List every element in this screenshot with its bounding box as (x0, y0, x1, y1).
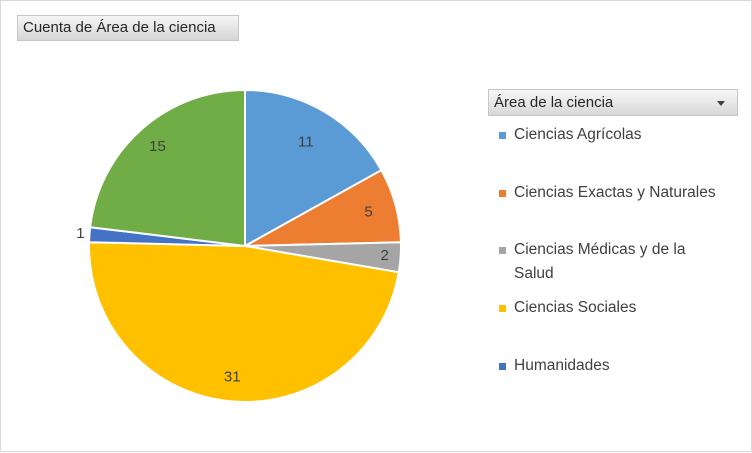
chevron-down-icon[interactable] (717, 101, 725, 106)
pie-slices (88, 88, 402, 403)
legend-label: Ciencias Agrícolas (514, 126, 642, 143)
legend-label: Humanidades (514, 357, 610, 374)
data-label: 2 (380, 247, 388, 264)
pie-slice[interactable] (89, 88, 246, 248)
legend-label: Ciencias Sociales (514, 299, 637, 316)
data-label: 31 (224, 368, 241, 385)
legend-item-medicas: Ciencias Médicas y de la Salud (499, 238, 729, 286)
legend-swatch (499, 305, 506, 312)
legend-item-sociales: Ciencias Sociales (499, 296, 739, 320)
legend-swatch (499, 247, 506, 254)
data-label: 15 (149, 138, 166, 155)
legend-swatch (499, 190, 506, 197)
legend-swatch (499, 363, 506, 370)
legend-field-filter[interactable]: Área de la ciencia (488, 89, 738, 116)
data-label: 11 (298, 134, 314, 151)
value-field-button[interactable]: Cuenta de Área de la ciencia (17, 15, 239, 41)
pie-slice[interactable] (88, 241, 400, 403)
legend-item-exactas: Ciencias Exactas y Naturales (499, 181, 739, 205)
legend-item-humanidades: Humanidades (499, 354, 739, 378)
legend-item-agricolas: Ciencias Agrícolas (499, 123, 739, 147)
pie-slice[interactable] (244, 88, 383, 248)
data-label: 5 (364, 203, 372, 220)
data-label: 1 (76, 225, 84, 242)
legend-label: Ciencias Exactas y Naturales (514, 184, 716, 201)
legend-swatch (499, 132, 506, 139)
legend-title: Área de la ciencia (494, 94, 614, 111)
legend-label: Ciencias Médicas y de la Salud (514, 241, 686, 282)
